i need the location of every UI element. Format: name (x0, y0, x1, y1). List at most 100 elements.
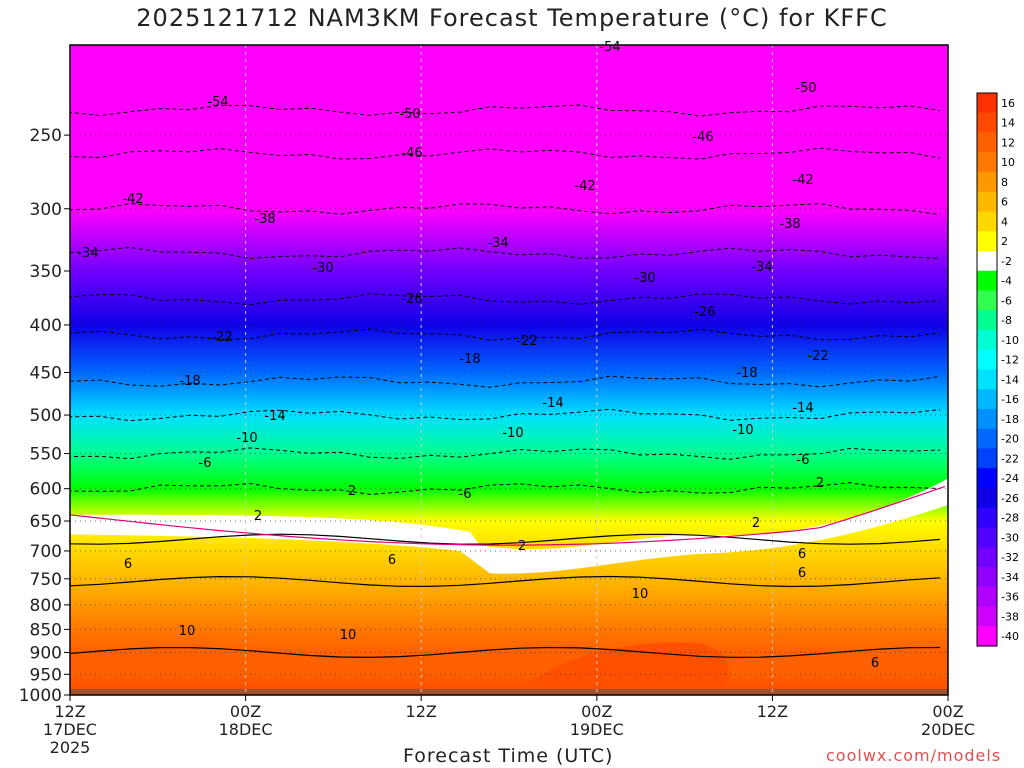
colorbar-label: -38 (1001, 610, 1019, 623)
colorbar-swatch (977, 409, 997, 430)
colorbar-swatch (977, 290, 997, 311)
x-tick-label: 20DEC (921, 720, 975, 739)
y-tick-label: 350 (30, 262, 62, 282)
colorbar-swatch (977, 211, 997, 232)
y-tick-label: 550 (30, 445, 62, 465)
contour-label: -22 (807, 349, 828, 364)
cold-isotherm (69, 482, 941, 495)
contour-label: -18 (459, 352, 480, 367)
warm-isotherm (69, 646, 941, 659)
colorbar-frame (976, 92, 998, 647)
colorbar-swatch (977, 172, 997, 193)
contour-label: -42 (574, 179, 595, 194)
colorbar-swatch (977, 567, 997, 588)
colorbar-swatch (977, 369, 997, 390)
colorbar-swatch (977, 468, 997, 489)
colorbar-label: -2 (1001, 255, 1012, 268)
colorbar-label: -28 (1001, 512, 1019, 525)
contour-label: 2 (348, 484, 356, 499)
colorbar-swatch (977, 626, 997, 647)
colorbar-label: -24 (1001, 472, 1019, 485)
y-tick-label: 250 (30, 126, 62, 146)
contour-label: 6 (124, 557, 132, 572)
x-tick-label: 00Z (581, 702, 612, 721)
chart-title: 2025121712 NAM3KM Forecast Temperature (… (136, 4, 888, 32)
colorbar-label: 14 (1001, 117, 1015, 130)
contour-label: -38 (779, 217, 800, 232)
cold-isotherm (69, 104, 941, 117)
colorbar-label: 12 (1001, 136, 1015, 149)
freezing-band (70, 478, 948, 574)
y-tick-label: 450 (30, 364, 62, 384)
contour-label: 10 (179, 624, 196, 639)
colorbar-swatch (977, 448, 997, 469)
contour-label: 2 (816, 476, 824, 491)
colorbar-label: -8 (1001, 314, 1012, 327)
y-tick-label: 900 (30, 643, 62, 663)
contour-label: -10 (732, 423, 753, 438)
colorbar-label: 2 (1001, 235, 1008, 248)
contour-label: 6 (871, 656, 879, 671)
contour-label: 6 (798, 547, 806, 562)
y-tick-label: 750 (30, 570, 62, 590)
contour-label: -22 (516, 334, 537, 349)
colorbar-swatch (977, 527, 997, 548)
colorbar-label: -32 (1001, 551, 1019, 564)
colorbar-label: 16 (1001, 97, 1015, 110)
cold-isotherm (69, 375, 941, 388)
contour-label: -30 (312, 261, 333, 276)
contour-label: -14 (792, 401, 813, 416)
y-axis: 250 300 350 400 450 500 550 600 650 700 750 800 850 9… (19, 126, 70, 706)
ground (70, 688, 948, 695)
colorbar-label: -16 (1001, 393, 1019, 406)
colorbar-swatch (977, 310, 997, 331)
y-tick-label: 850 (30, 620, 62, 640)
contour-label: -22 (211, 330, 232, 345)
contour-label: -6 (459, 487, 472, 502)
warm-isotherm (69, 575, 941, 588)
colorbar-swatch (977, 132, 997, 153)
y-tick-label: 950 (30, 665, 62, 685)
x-tick-label: 19DEC (570, 720, 624, 739)
plot-area: -54 -54 -50 -50 -46 -46 -42 -42 -42 -38 -38 -34 -34 -… (69, 40, 949, 696)
contour-label: 6 (798, 566, 806, 581)
colorbar-label: -6 (1001, 294, 1012, 307)
y-tick-label: 600 (30, 480, 62, 500)
colorbar-swatch (977, 231, 997, 252)
y-tick-label: 500 (30, 406, 62, 426)
contour-label: -34 (751, 260, 772, 275)
colorbar-swatch (977, 251, 997, 272)
contour-label: -42 (792, 173, 813, 188)
contour-label: -10 (502, 426, 523, 441)
colorbar-swatch (977, 349, 997, 371)
contour-label: -30 (634, 271, 655, 286)
x-tick-label: 2025 (50, 738, 91, 757)
colorbar-label: 10 (1001, 156, 1015, 169)
colorbar-label: -36 (1001, 591, 1019, 604)
x-tick-label: 00Z (230, 702, 261, 721)
colorbar-label: -20 (1001, 433, 1019, 446)
contour-label: -14 (542, 396, 563, 411)
credit-link[interactable]: coolwx.com/models (826, 746, 1002, 765)
colorbar-label: -34 (1001, 571, 1019, 584)
x-tick-label: 00Z (932, 702, 963, 721)
cold-isotherm (69, 147, 941, 160)
y-tick-label: 800 (30, 596, 62, 616)
colorbar-swatch (977, 93, 997, 114)
x-tick-label: 12Z (757, 702, 788, 721)
cold-isotherm (69, 293, 941, 306)
y-tick-label: 1000 (19, 686, 62, 706)
contour-label: -38 (254, 212, 275, 227)
colorbar-label: -18 (1001, 413, 1019, 426)
colorbar-label: -4 (1001, 275, 1012, 288)
contour-label: -26 (694, 305, 715, 320)
colorbar-swatch (977, 606, 997, 627)
colorbar-label: -12 (1001, 354, 1019, 367)
colorbar-label: 4 (1001, 215, 1008, 228)
colorbar-swatch (977, 112, 997, 134)
cold-isotherm (69, 203, 941, 216)
colorbar-swatch (977, 488, 997, 509)
colorbar-swatch (977, 507, 997, 529)
